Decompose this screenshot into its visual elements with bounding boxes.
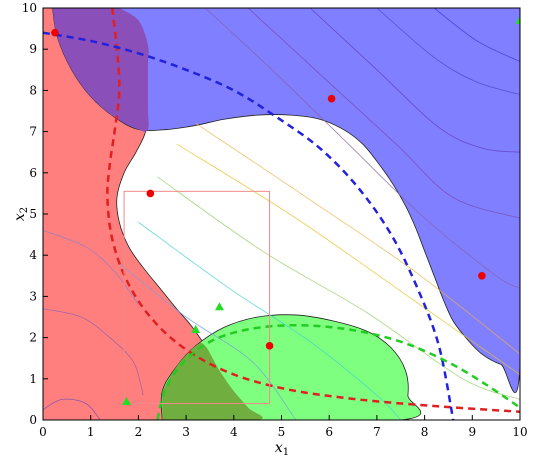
- contour-line-9: [119, 263, 297, 420]
- red-point: [327, 94, 336, 103]
- red-dashed-boundary: [106, 8, 520, 414]
- green-point: [214, 302, 224, 311]
- region-box: [123, 190, 271, 405]
- green-point: [515, 15, 520, 24]
- contour-line-8: [138, 221, 402, 420]
- green-point: [191, 324, 201, 333]
- x-tick-label: 3: [182, 425, 190, 439]
- y-axis: 0 1 2 3 4 5 6 7 8 9 10: [22, 1, 48, 427]
- contour-line-1: [376, 8, 520, 95]
- region-layer: [43, 8, 520, 420]
- x-tick-label: 8: [421, 425, 429, 439]
- x-tick-label: 2: [135, 425, 143, 439]
- contour-line-6: [176, 143, 520, 376]
- contour-line-4: [204, 8, 520, 289]
- red-point: [51, 28, 59, 37]
- overlap_rb-region: [52, 8, 149, 132]
- x-tick-label: 0: [39, 425, 47, 439]
- x-axis: 0 1 2 3 4 5 6 7 8 9 10: [39, 415, 528, 439]
- y-tick-label: 5: [29, 207, 37, 221]
- y-tick-label: 6: [29, 166, 37, 180]
- y-tick-label: 0: [29, 413, 37, 427]
- contour-line-0: [433, 8, 520, 62]
- red-point: [478, 272, 486, 280]
- contour-line-11: [43, 308, 144, 396]
- points-layer: [51, 15, 520, 406]
- y-tick-label: 7: [29, 125, 37, 139]
- x-tick-label: 5: [278, 425, 286, 439]
- green-dashed-boundary: [156, 323, 520, 420]
- y-tick-label: 1: [29, 372, 37, 386]
- x-tick-label: 6: [325, 425, 333, 439]
- x-axis-label: x1: [275, 440, 289, 457]
- blue-dashed-boundary: [43, 31, 455, 420]
- y-tick-label: 2: [29, 331, 37, 345]
- x-tick-label: 10: [512, 425, 527, 439]
- overlap_rg-region: [162, 343, 263, 420]
- green-point: [121, 396, 131, 406]
- y-axis-label: x2: [12, 207, 30, 221]
- x-tick-label: 7: [373, 425, 381, 439]
- y-tick-label: 3: [29, 289, 37, 303]
- boundary-layer: [43, 8, 520, 420]
- contour-line-5: [195, 123, 520, 355]
- contour-layer: [43, 8, 520, 420]
- contour-line-7: [157, 176, 520, 400]
- y-tick-label: 8: [29, 83, 37, 97]
- x-tick-label: 4: [230, 425, 238, 439]
- red-point: [265, 342, 274, 350]
- contour-line-12: [43, 398, 101, 420]
- y-tick-label: 9: [29, 42, 37, 56]
- y-tick-label: 10: [22, 1, 37, 15]
- x-tick-label: 1: [87, 425, 95, 439]
- y-tick-label: 4: [29, 248, 37, 262]
- red-point: [146, 189, 155, 198]
- contour-line-2: [309, 8, 520, 153]
- contour-line-3: [247, 8, 520, 219]
- x-tick-label: 9: [468, 425, 476, 439]
- contour-line-10: [43, 230, 139, 305]
- plot-area: [43, 8, 520, 420]
